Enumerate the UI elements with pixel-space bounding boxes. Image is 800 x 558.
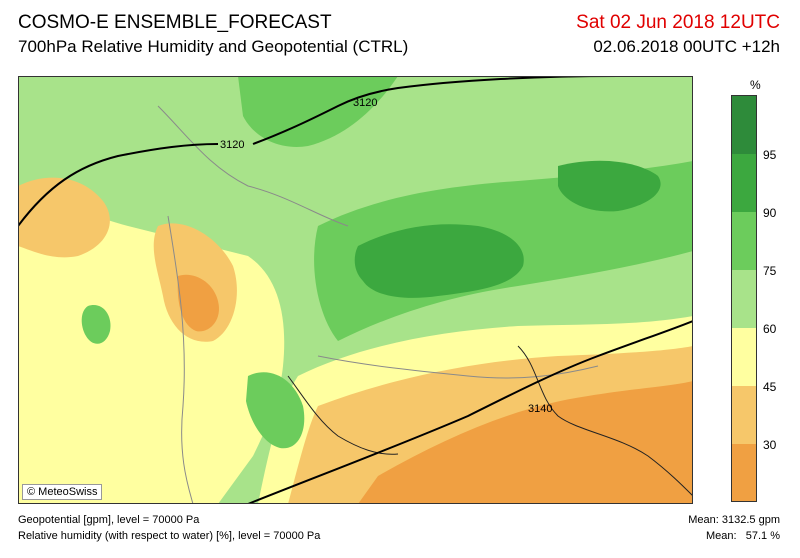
border-line [167, 215, 194, 504]
legend-band [732, 270, 756, 328]
legend-band [732, 96, 756, 154]
legend-tick: 45 [763, 380, 777, 394]
coastline [287, 375, 399, 455]
contour-label: 3140 [528, 403, 552, 415]
legend-tick: 60 [763, 322, 777, 336]
legend-unit: % [750, 78, 761, 92]
chart-subtitle: 700hPa Relative Humidity and Geopotentia… [18, 37, 409, 56]
dark-orange-region-south [358, 381, 693, 504]
run-time: 02.06.2018 00UTC +12h [593, 37, 780, 56]
dark-orange-spot [177, 274, 219, 332]
border-line [157, 105, 349, 227]
legend-band [732, 386, 756, 444]
legend-tick: 95 [763, 148, 777, 162]
meteoswiss-credit: © MeteoSwiss [22, 484, 103, 500]
footer-humidity-note: Relative humidity (with respect to water… [18, 530, 321, 542]
green-region-southwest [246, 372, 305, 449]
legend-band [732, 328, 756, 386]
orange-region-west [18, 177, 110, 258]
border-line [317, 355, 599, 379]
geopotential-contour-3140 [247, 320, 693, 504]
coastline [517, 345, 693, 497]
mean-humidity: Mean: 57.1 % [706, 530, 780, 542]
geopotential-contour-3120-north [252, 76, 619, 145]
green-region-west [81, 305, 111, 344]
geopotential-contour-3120-west [18, 143, 219, 227]
mean-geopotential: Mean: 3132.5 gpm [688, 514, 780, 526]
valid-time: Sat 02 Jun 2018 12UTC [576, 12, 780, 33]
humidity-map: 3120 3120 3140 [18, 76, 693, 504]
legend-tick: 75 [763, 264, 777, 278]
legend-band [732, 154, 756, 212]
green-region-north [238, 76, 398, 147]
footer-geopotential-note: Geopotential [gpm], level = 70000 Pa [18, 514, 200, 526]
legend-tick: 30 [763, 438, 777, 452]
legend-band [732, 212, 756, 270]
contour-label: 3120 [353, 97, 377, 109]
dark-green-region-alps [354, 224, 524, 298]
legend-tick: 90 [763, 206, 777, 220]
chart-title: COSMO-E ENSEMBLE_FORECAST [18, 12, 332, 33]
contour-label: 3120 [220, 139, 244, 151]
legend-band [732, 444, 756, 501]
color-legend [731, 95, 757, 502]
dark-green-region-east [558, 160, 661, 212]
